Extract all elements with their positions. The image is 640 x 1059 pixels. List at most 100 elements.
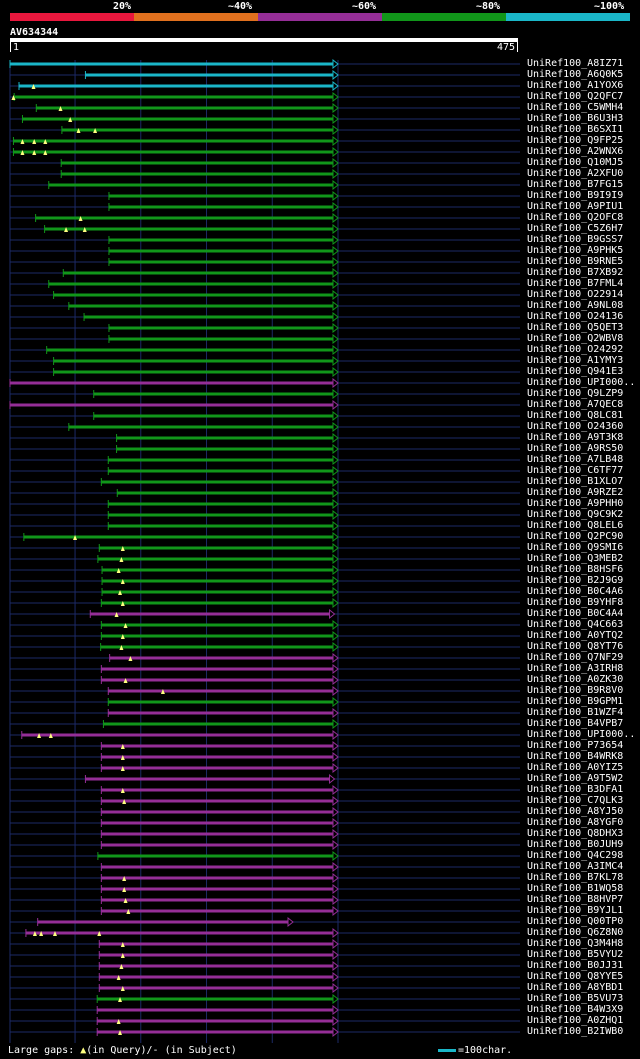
hit-name[interactable]: UniRef100_C7QLK3 xyxy=(527,795,624,806)
hit-name[interactable]: UniRef100_B9YHF8 xyxy=(527,597,624,608)
hit-name[interactable]: UniRef100_C5Z6H7 xyxy=(527,223,624,234)
hit-name[interactable]: UniRef100_A9T5W2 xyxy=(527,773,624,784)
hit-name[interactable]: UniRef100_B2J9G9 xyxy=(527,575,624,586)
hit-name[interactable]: UniRef100_B5VU73 xyxy=(527,993,624,1004)
hit-name[interactable]: UniRef100_B1XLO7 xyxy=(527,476,624,487)
hit-name[interactable]: UniRef100_Q8LEL6 xyxy=(527,520,624,531)
gap-triangle-icon xyxy=(68,117,73,122)
gap-triangle-icon xyxy=(20,150,25,155)
hit-name[interactable]: UniRef100_Q4C298 xyxy=(527,850,624,861)
hit-name[interactable]: UniRef100_B4W3X9 xyxy=(527,1004,624,1015)
hit-name[interactable]: UniRef100_B0JUH9 xyxy=(527,839,624,850)
hit-name[interactable]: UniRef100_UPI000.. xyxy=(527,729,636,740)
hit-name[interactable]: UniRef100_Q2OFC8 xyxy=(527,212,624,223)
query-bar xyxy=(10,38,518,42)
hit-name[interactable]: UniRef100_Q3MEB2 xyxy=(527,553,624,564)
hit-name[interactable]: UniRef100_Q9LZP9 xyxy=(527,388,624,399)
hit-name[interactable]: UniRef100_A0YIZ5 xyxy=(527,762,624,773)
hit-name[interactable]: UniRef100_A8YJ50 xyxy=(527,806,624,817)
hit-name[interactable]: UniRef100_A0ZHQ1 xyxy=(527,1015,624,1026)
hit-name[interactable]: UniRef100_B0C4A6 xyxy=(527,586,624,597)
hit-name[interactable]: UniRef100_Q6Z8N0 xyxy=(527,927,624,938)
hit-name[interactable]: UniRef100_Q941E3 xyxy=(527,366,624,377)
hit-name[interactable]: UniRef100_B2IWB0 xyxy=(527,1026,624,1037)
hit-name[interactable]: UniRef100_O24360 xyxy=(527,421,624,432)
hit-name[interactable]: UniRef100_B7FG15 xyxy=(527,179,624,190)
hit-name[interactable]: UniRef100_Q10MJ5 xyxy=(527,157,624,168)
hit-name[interactable]: UniRef100_A7LB48 xyxy=(527,454,624,465)
hit-name[interactable]: UniRef100_A6Q0K5 xyxy=(527,69,624,80)
hit-name[interactable]: UniRef100_B9GSS7 xyxy=(527,234,624,245)
hit-name[interactable]: UniRef100_B4VPB7 xyxy=(527,718,624,729)
hit-name[interactable]: UniRef100_O22914 xyxy=(527,289,624,300)
hit-name[interactable]: UniRef100_Q2WBV8 xyxy=(527,333,624,344)
hit-end-arrow xyxy=(332,949,339,961)
hit-name[interactable]: UniRef100_B9R8V0 xyxy=(527,685,624,696)
hit-name[interactable]: UniRef100_A9PHH0 xyxy=(527,498,624,509)
hit-name[interactable]: UniRef100_Q8DHX3 xyxy=(527,828,624,839)
hit-name[interactable]: UniRef100_Q00TP0 xyxy=(527,916,624,927)
hit-name[interactable]: UniRef100_A8IZ71 xyxy=(527,58,624,69)
hit-name[interactable]: UniRef100_A0ZK30 xyxy=(527,674,624,685)
hit-name[interactable]: UniRef100_A1YOX6 xyxy=(527,80,624,91)
hit-name[interactable]: UniRef100_B9RNE5 xyxy=(527,256,624,267)
hit-name[interactable]: UniRef100_Q2QFC7 xyxy=(527,91,624,102)
hit-name[interactable]: UniRef100_A2WNX6 xyxy=(527,146,624,157)
hit-name[interactable]: UniRef100_A8YBD1 xyxy=(527,982,624,993)
hit-name[interactable]: UniRef100_B4WRK8 xyxy=(527,751,624,762)
hit-name[interactable]: UniRef100_B6SXI1 xyxy=(527,124,624,135)
hit-name[interactable]: UniRef100_C6TF77 xyxy=(527,465,624,476)
hit-name[interactable]: UniRef100_B3DFA1 xyxy=(527,784,624,795)
hit-name[interactable]: UniRef100_Q9C9K2 xyxy=(527,509,624,520)
hit-name[interactable]: UniRef100_B8HVP7 xyxy=(527,894,624,905)
hit-name[interactable]: UniRef100_UPI000.. xyxy=(527,377,636,388)
hit-name[interactable]: UniRef100_B6U3H3 xyxy=(527,113,624,124)
hit-name[interactable]: UniRef100_A0YTQ2 xyxy=(527,630,624,641)
hit-name[interactable]: UniRef100_Q9FP25 xyxy=(527,135,624,146)
hit-bar xyxy=(101,865,334,869)
hit-name[interactable]: UniRef100_Q8YYE5 xyxy=(527,971,624,982)
hit-name[interactable]: UniRef100_A3IRH8 xyxy=(527,663,624,674)
hit-name[interactable]: UniRef100_Q7NF29 xyxy=(527,652,624,663)
hit-name[interactable]: UniRef100_A9PIU1 xyxy=(527,201,624,212)
hit-name[interactable]: UniRef100_B7KL78 xyxy=(527,872,624,883)
hit-name[interactable]: UniRef100_Q8YT76 xyxy=(527,641,624,652)
hit-name[interactable]: UniRef100_C5WMH4 xyxy=(527,102,624,113)
hit-name[interactable]: UniRef100_B1WZF4 xyxy=(527,707,624,718)
hit-name[interactable]: UniRef100_A2XFU0 xyxy=(527,168,624,179)
hit-name[interactable]: UniRef100_A1YMY3 xyxy=(527,355,624,366)
hit-name[interactable]: UniRef100_A9RS50 xyxy=(527,443,624,454)
hit-name[interactable]: UniRef100_Q2PC90 xyxy=(527,531,624,542)
hit-name[interactable]: UniRef100_B7FML4 xyxy=(527,278,624,289)
hit-name[interactable]: UniRef100_B7XB92 xyxy=(527,267,624,278)
hit-name[interactable]: UniRef100_B9YJL1 xyxy=(527,905,624,916)
hit-name[interactable]: UniRef100_B9GPM1 xyxy=(527,696,624,707)
hit-name[interactable]: UniRef100_B9I9I9 xyxy=(527,190,624,201)
hit-name[interactable]: UniRef100_A9T3K8 xyxy=(527,432,624,443)
hit-bar xyxy=(10,381,333,385)
gap-triangle-icon xyxy=(126,909,131,914)
hit-name[interactable]: UniRef100_Q8LC81 xyxy=(527,410,624,421)
legend-swatch-orange xyxy=(134,13,258,21)
hit-name[interactable]: UniRef100_B5VYU2 xyxy=(527,949,624,960)
hit-name[interactable]: UniRef100_B0JJ31 xyxy=(527,960,624,971)
hit-bar xyxy=(101,744,334,748)
hit-name[interactable]: UniRef100_A9PHK5 xyxy=(527,245,624,256)
hit-name[interactable]: UniRef100_B0C4A4 xyxy=(527,608,624,619)
hit-name[interactable]: UniRef100_B1WQ58 xyxy=(527,883,624,894)
hit-name[interactable]: UniRef100_A8YGF0 xyxy=(527,817,624,828)
hit-name[interactable]: UniRef100_O24136 xyxy=(527,311,624,322)
gap-legend-label: Large gaps: xyxy=(8,1045,75,1056)
hit-name[interactable]: UniRef100_P73654 xyxy=(527,740,624,751)
hit-name[interactable]: UniRef100_Q3M4H8 xyxy=(527,938,624,949)
hit-name[interactable]: UniRef100_B8HSF6 xyxy=(527,564,624,575)
hit-name[interactable]: UniRef100_A9RZE2 xyxy=(527,487,624,498)
hit-name[interactable]: UniRef100_A3IMC4 xyxy=(527,861,624,872)
hit-bar xyxy=(101,788,334,792)
hit-name[interactable]: UniRef100_Q5QET3 xyxy=(527,322,624,333)
hit-name[interactable]: UniRef100_O24292 xyxy=(527,344,624,355)
hit-name[interactable]: UniRef100_Q4C663 xyxy=(527,619,624,630)
hit-name[interactable]: UniRef100_A7QEC8 xyxy=(527,399,624,410)
hit-name[interactable]: UniRef100_Q9SMI6 xyxy=(527,542,624,553)
hit-name[interactable]: UniRef100_A9NL08 xyxy=(527,300,624,311)
